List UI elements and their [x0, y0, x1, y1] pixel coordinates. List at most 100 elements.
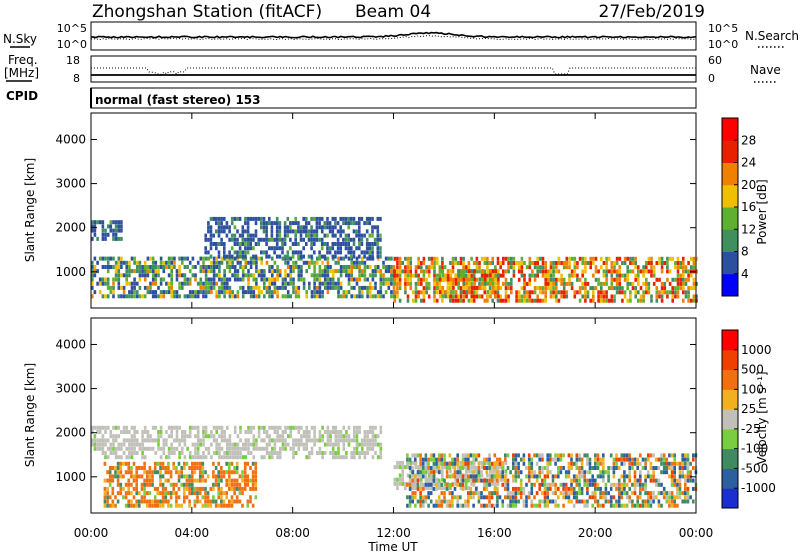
velocity-cell: [617, 457, 621, 462]
power-cell: [289, 229, 292, 234]
power-cell: [420, 298, 423, 303]
velocity-cell: [498, 461, 502, 466]
power-cell: [96, 236, 99, 241]
noise-right-label: N.Search: [745, 29, 799, 43]
velocity-cell: [596, 486, 600, 491]
velocity-cell: [281, 430, 285, 434]
power-cell: [249, 242, 252, 246]
power-cell: [247, 281, 250, 286]
velocity-cell: [412, 486, 415, 491]
power-cell: [478, 261, 481, 265]
velocity-cell: [662, 453, 666, 458]
power-cell: [613, 265, 616, 270]
power-cell: [141, 273, 144, 278]
power-cell: [517, 290, 521, 295]
velocity-cell: [254, 482, 258, 487]
power-cell: [262, 225, 266, 230]
power-cell: [204, 233, 207, 238]
power-cell: [225, 225, 229, 230]
power-cell: [387, 269, 391, 274]
velocity-cell: [649, 495, 653, 500]
velocity-cell: [136, 442, 139, 447]
velocity-cell: [586, 478, 589, 483]
power-cell: [507, 265, 510, 270]
velocity-cell: [374, 438, 377, 443]
velocity-cell: [512, 457, 515, 462]
velocity-cell: [474, 491, 478, 496]
velocity-cell: [265, 451, 269, 455]
velocity-cell: [425, 486, 428, 491]
velocity-cell: [437, 470, 441, 475]
velocity-cell: [670, 495, 674, 500]
velocity-cell: [414, 474, 417, 479]
power-cell: [91, 220, 94, 225]
power-cell: [204, 285, 208, 290]
power-cell: [226, 281, 229, 286]
velocity-cell: [599, 474, 602, 479]
velocity-cell: [665, 461, 669, 466]
velocity-cell: [414, 478, 417, 483]
velocity-cell: [628, 466, 631, 470]
velocity-cell: [201, 474, 205, 479]
velocity-cell: [358, 451, 361, 455]
power-cell: [284, 281, 287, 286]
velocity-cell: [132, 461, 136, 466]
power-cell: [220, 285, 224, 290]
power-cell: [297, 225, 300, 230]
velocity-cell: [201, 470, 205, 475]
velocity-cell: [130, 446, 134, 451]
power-cell: [204, 256, 208, 261]
power-cell: [149, 269, 152, 274]
velocity-cell: [684, 495, 687, 500]
power-cell: [605, 273, 608, 278]
velocity-ytick-label-3: 4000: [55, 337, 86, 351]
power-cell: [262, 216, 266, 221]
power-cell: [289, 265, 293, 269]
power-cell: [313, 260, 316, 265]
power-cell: [133, 281, 136, 286]
power-cell: [365, 229, 369, 234]
velocity-cell: [617, 486, 621, 491]
velocity-cell: [135, 486, 138, 491]
velocity-cell: [218, 425, 221, 430]
power-cell: [350, 265, 353, 269]
power-cell: [499, 273, 502, 278]
power-cell: [676, 273, 680, 278]
velocity-cell: [594, 466, 597, 470]
power-cell: [209, 254, 213, 259]
power-cell: [502, 256, 505, 261]
power-cell: [584, 265, 587, 270]
velocity-cell: [480, 478, 483, 483]
velocity-cell: [223, 455, 226, 460]
velocity-cell: [294, 425, 298, 430]
velocity-cell: [554, 453, 557, 458]
power-cell: [610, 261, 614, 265]
velocity-cell: [292, 438, 295, 443]
power-cell: [374, 285, 377, 290]
power-cell: [406, 294, 410, 299]
power-cell: [212, 281, 216, 286]
power-cell: [209, 225, 213, 230]
power-cell: [138, 260, 142, 265]
velocity-cell: [496, 481, 500, 486]
power-cell: [379, 216, 382, 221]
power-cell: [136, 265, 139, 269]
velocity-cell: [353, 455, 356, 460]
power-cell: [215, 294, 218, 299]
velocity-cell: [469, 474, 473, 479]
power-cell: [350, 221, 353, 226]
power-cell: [307, 237, 311, 242]
velocity-cell: [165, 430, 168, 434]
velocity-cell: [617, 499, 621, 504]
velocity-cell: [122, 451, 126, 455]
velocity-cell: [225, 495, 228, 500]
velocity-cell: [103, 478, 107, 483]
power-cell: [366, 277, 369, 282]
velocity-cell: [427, 495, 430, 500]
power-cell: [238, 254, 242, 259]
velocity-cell: [191, 461, 194, 466]
power-cell: [183, 273, 187, 278]
power-cell: [162, 265, 166, 269]
velocity-cell: [628, 499, 631, 504]
velocity-cell: [512, 491, 515, 496]
